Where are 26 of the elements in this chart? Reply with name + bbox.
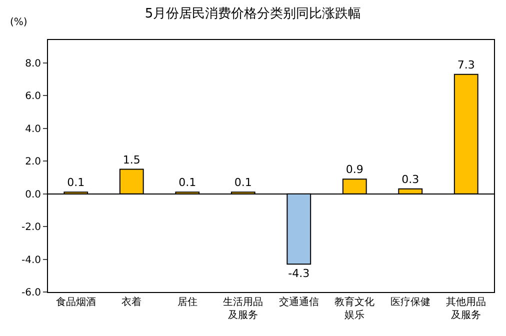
x-tick-label: 其他用品及服务 — [446, 296, 486, 321]
data-label: 0.9 — [346, 163, 364, 176]
x-tick-label: 交通通信 — [278, 296, 319, 308]
data-label: 0.1 — [178, 176, 196, 190]
x-tick-label: 食品烟酒 — [56, 296, 96, 308]
y-tick-label: 4.0 — [25, 124, 41, 135]
data-label: 1.5 — [122, 153, 140, 166]
y-axis-title: (%) — [10, 17, 28, 28]
data-label: 7.3 — [457, 58, 475, 72]
x-tick-label: 医疗保健 — [390, 296, 430, 308]
data-label: 0.1 — [234, 176, 252, 190]
y-tick-label: -2.0 — [21, 222, 41, 234]
y-tick-label: 2.0 — [25, 156, 41, 168]
chart-title: 5月份居民消费价格分类别同比涨跌幅 — [144, 6, 362, 22]
data-label: 0.3 — [402, 172, 420, 186]
x-tick-label: 教育文化娱乐 — [334, 296, 375, 321]
y-tick-label: 6.0 — [25, 91, 41, 102]
y-tick-label: -6.0 — [21, 288, 41, 298]
y-tick-label: 8.0 — [25, 58, 41, 70]
y-tick-label: 0.0 — [25, 189, 41, 200]
x-tick-label: 居住 — [177, 297, 198, 308]
y-tick-label: -4.0 — [21, 254, 41, 266]
data-label: 0.1 — [67, 176, 85, 190]
data-label: -4.3 — [288, 267, 310, 280]
x-tick-label: 衣着 — [122, 296, 142, 308]
x-tick-label: 生活用品及服务 — [223, 296, 264, 321]
